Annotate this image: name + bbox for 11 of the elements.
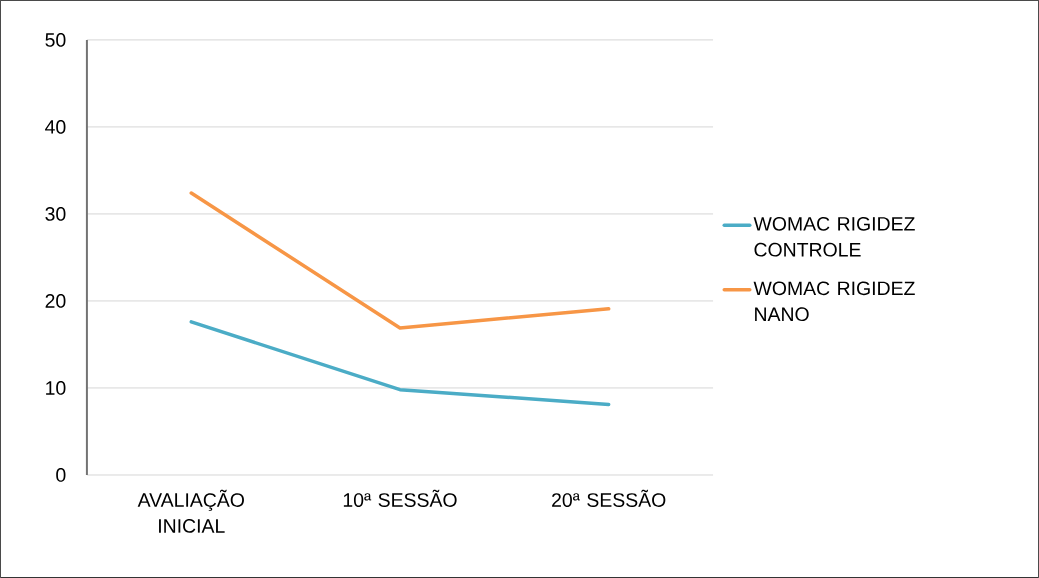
y-tick-label: 30 (45, 207, 66, 221)
legend-label: WOMAC RIGIDEZ CONTROLE (753, 217, 915, 257)
x-tick-label: 20ª SESSÃO (552, 489, 666, 507)
y-tick-label: 0 (56, 468, 66, 482)
y-tick-label: 10 (46, 381, 66, 395)
x-tick-label: AVALIAÇÃO INICIAL (137, 489, 244, 533)
y-tick-label: 40 (45, 120, 66, 134)
y-tick-label: 50 (45, 33, 66, 47)
legend-label: WOMAC RIGIDEZ NANO (753, 281, 915, 322)
x-tick-label: 10ª SESSÃO (343, 489, 457, 507)
y-tick-label: 20 (45, 294, 66, 308)
